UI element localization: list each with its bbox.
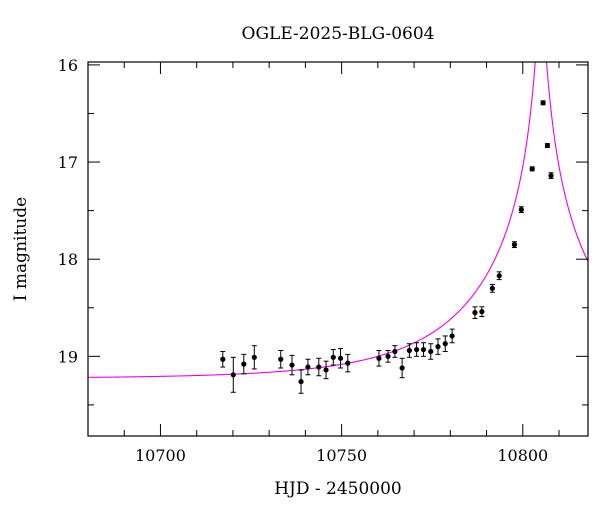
data-marker	[337, 355, 344, 361]
data-marker	[414, 346, 420, 353]
data-point	[435, 338, 441, 355]
data-point	[241, 353, 247, 375]
data-point	[540, 100, 546, 106]
data-marker	[278, 356, 284, 362]
data-point	[518, 206, 524, 214]
data-marker	[289, 362, 295, 368]
data-point	[406, 343, 412, 358]
data-points-layer	[220, 100, 554, 394]
x-tick-label: 10700	[135, 446, 186, 465]
data-point	[414, 342, 420, 357]
data-point	[345, 353, 351, 373]
x-tick-label: 10800	[497, 446, 548, 465]
data-point	[220, 350, 226, 368]
data-marker	[345, 360, 351, 366]
y-tick-label: 19	[58, 347, 78, 366]
data-marker	[496, 273, 502, 279]
data-point	[489, 283, 495, 293]
data-point	[230, 356, 236, 393]
data-marker	[316, 364, 322, 370]
data-marker	[489, 285, 495, 291]
y-tick-label: 18	[58, 250, 78, 269]
data-point	[337, 348, 344, 369]
data-marker	[376, 355, 382, 361]
data-point	[529, 166, 535, 172]
data-point	[385, 350, 391, 363]
data-point	[442, 335, 448, 352]
data-marker	[305, 364, 311, 370]
data-marker	[544, 142, 551, 149]
data-marker	[392, 348, 398, 355]
model-curve	[88, 62, 588, 378]
data-marker	[298, 379, 304, 385]
data-point	[323, 360, 329, 380]
data-marker	[399, 365, 405, 371]
data-point	[544, 142, 551, 149]
data-point	[548, 172, 554, 180]
data-marker	[518, 207, 524, 213]
x-tick-label: 10750	[316, 446, 367, 465]
data-marker	[472, 310, 478, 316]
data-marker	[406, 347, 412, 354]
y-tick-label: 16	[58, 56, 78, 75]
data-point	[305, 358, 311, 376]
data-marker	[479, 309, 485, 315]
data-marker	[230, 372, 236, 378]
model-curve-layer	[88, 62, 588, 378]
data-point	[511, 241, 518, 249]
data-marker	[220, 356, 226, 362]
data-point	[479, 306, 485, 318]
data-marker	[548, 173, 554, 179]
data-marker	[323, 367, 329, 373]
data-point	[428, 343, 434, 360]
data-marker	[442, 341, 448, 347]
data-point	[392, 345, 398, 358]
data-marker	[529, 166, 535, 172]
data-marker	[540, 100, 546, 106]
chart-title: OGLE-2025-BLG-0604	[242, 24, 435, 44]
data-point	[376, 350, 382, 367]
data-point	[289, 354, 295, 376]
axes-layer: 10700 10750 10800 16 17 18 19	[58, 56, 589, 465]
data-marker	[241, 361, 247, 367]
data-marker	[428, 348, 434, 355]
data-point	[496, 271, 502, 281]
data-marker	[420, 346, 427, 353]
y-axis-label: I magnitude	[11, 197, 31, 301]
data-point	[298, 369, 304, 394]
data-point	[278, 350, 284, 369]
data-point	[449, 328, 455, 344]
data-point	[399, 357, 405, 379]
y-tick-label: 17	[58, 153, 78, 172]
data-point	[251, 345, 257, 370]
data-marker	[435, 344, 441, 350]
data-marker	[449, 333, 455, 339]
data-point	[420, 342, 427, 357]
data-point	[330, 349, 336, 366]
plot-frame	[87, 61, 589, 437]
data-point	[472, 306, 478, 319]
data-marker	[385, 353, 391, 359]
data-point	[316, 357, 322, 377]
data-marker	[511, 242, 518, 248]
data-marker	[251, 354, 257, 360]
x-axis-label: HJD - 2450000	[274, 479, 402, 499]
data-marker	[330, 354, 336, 360]
